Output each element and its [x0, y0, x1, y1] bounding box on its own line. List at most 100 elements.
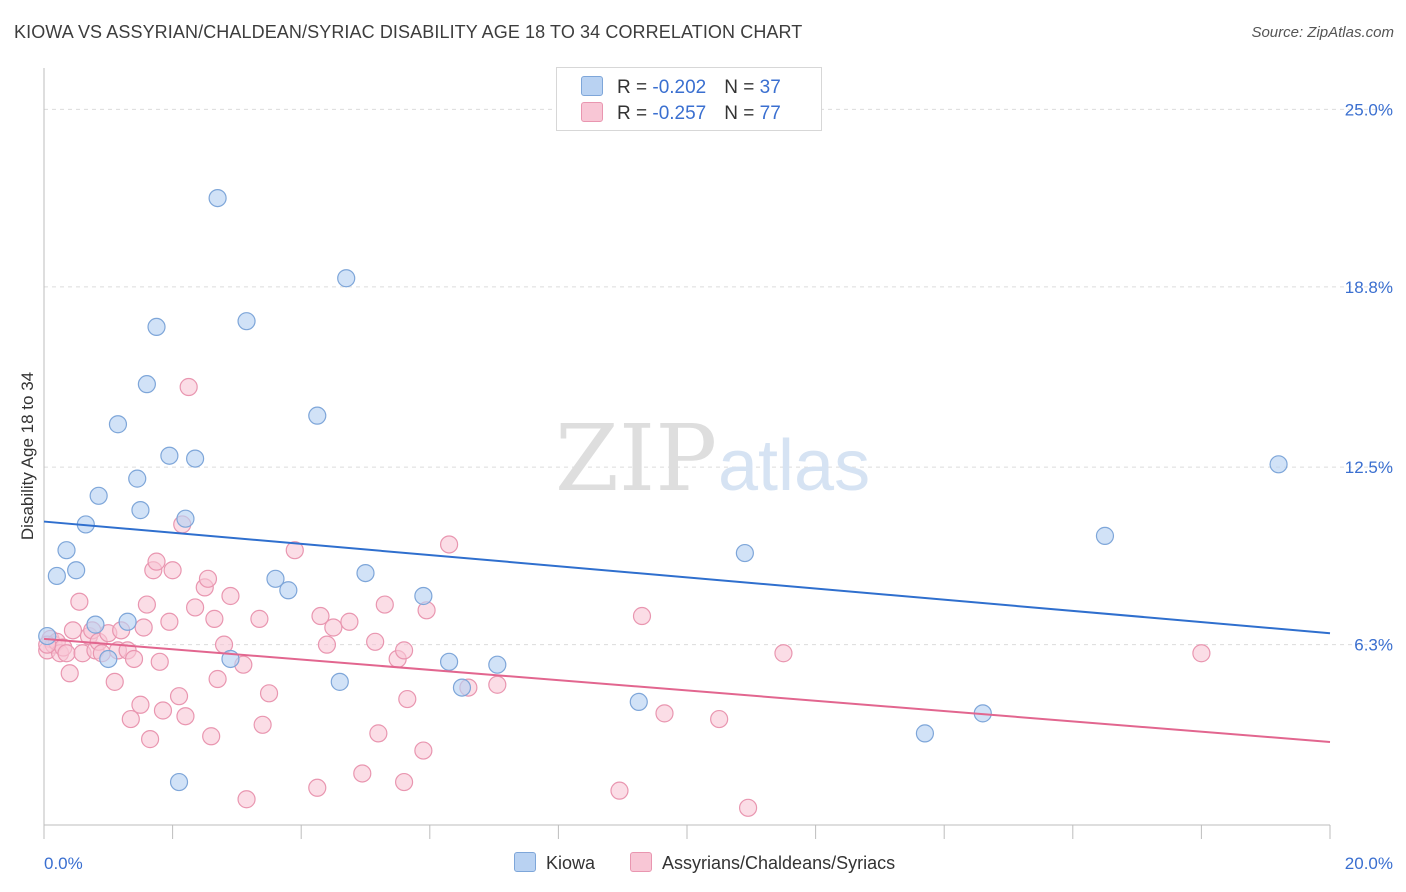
assyrians-point [369, 724, 388, 743]
assyrians-point [179, 377, 198, 397]
assyrians-point [375, 595, 394, 614]
kiowa-point [330, 672, 349, 691]
kiowa-point [279, 581, 298, 600]
kiowa-point [414, 586, 433, 606]
assyrians-point [198, 569, 218, 588]
assyrians-point [60, 664, 79, 683]
assyrians-point [150, 652, 169, 671]
kiowa-point [57, 541, 76, 560]
watermark: ZIP atlas [555, 405, 870, 512]
assyrians-swatch [581, 102, 603, 122]
kiowa-point [108, 415, 128, 434]
assyrians-point [1192, 644, 1211, 663]
kiowa-point [237, 312, 256, 331]
series-legend: Kiowa Assyrians/Chaldeans/Syriacs [0, 852, 1406, 876]
kiowa-point [1095, 526, 1115, 545]
chart-title: KIOWA VS ASSYRIAN/CHALDEAN/SYRIAC DISABI… [14, 22, 803, 42]
correlation-legend: R = -0.202 N = 37 R = -0.257 N = 77 [556, 67, 822, 131]
watermark-zip: ZIP [555, 405, 717, 512]
legend-row-assyrians: R = -0.257 N = 77 [581, 102, 781, 125]
assyrians-point [208, 669, 227, 689]
assyrians-point [202, 727, 221, 746]
watermark-atlas: atlas [718, 426, 870, 506]
assyrians-point [738, 798, 758, 817]
assyrians-legend-swatch [630, 852, 652, 872]
y-tick-label: 18.8% [1345, 278, 1393, 297]
kiowa-point [1269, 455, 1288, 474]
kiowa-point [99, 649, 118, 669]
assyrians-point [121, 709, 140, 729]
x-tick-labels: 0.0% 20.0% [44, 854, 1393, 873]
assyrians-point [237, 790, 256, 809]
kiowa-point [89, 486, 108, 505]
kiowa-trend-line [43, 520, 1331, 635]
kiowa-point [176, 509, 195, 528]
legend-row-kiowa: R = -0.202 N = 37 [581, 76, 781, 99]
kiowa-point [38, 626, 57, 646]
kiowa-point [147, 317, 166, 337]
assyrians-point [353, 764, 372, 783]
kiowa-point [735, 543, 754, 563]
n-label: N = [724, 103, 760, 124]
assyrians-point [366, 632, 385, 651]
n-label: N = [724, 77, 760, 98]
kiowa-point [308, 406, 327, 425]
kiowa-point [47, 566, 66, 586]
assyrians-point [285, 541, 304, 560]
assyrians-point [105, 672, 124, 691]
assyrians-point [394, 641, 414, 660]
assyrians-point [414, 741, 433, 760]
assyrians-point [221, 586, 240, 606]
kiowa-point [128, 469, 147, 488]
assyrians-point [774, 644, 793, 663]
x-tick-label-min: 0.0% [44, 854, 83, 873]
kiowa-legend-swatch [514, 852, 536, 872]
kiowa-legend-label: Kiowa [546, 853, 596, 873]
assyrians-point [710, 709, 729, 729]
assyrians-point [140, 730, 160, 749]
kiowa-point [67, 561, 86, 580]
kiowa-point [266, 569, 285, 588]
y-tick-label: 12.5% [1345, 458, 1393, 477]
assyrians-point [632, 606, 652, 626]
assyrians-point [398, 689, 417, 709]
kiowa-point [356, 563, 375, 583]
kiowa-point [208, 188, 227, 208]
assyrians-point [253, 715, 272, 734]
assyrians-point [186, 598, 205, 617]
source-label: Source: ZipAtlas.com [1251, 24, 1394, 41]
axes [43, 68, 1331, 839]
assyrians-point [134, 618, 153, 637]
assyrians-point [610, 781, 629, 800]
assyrians-trend-line [43, 637, 1331, 743]
r-value-kiowa: -0.202 [652, 77, 707, 98]
kiowa-point [337, 269, 356, 288]
kiowa-point [86, 615, 105, 634]
assyrians-point [131, 695, 150, 714]
assyrians-point [311, 606, 330, 626]
assyrians-point [163, 561, 182, 580]
kiowa-point [137, 375, 156, 394]
assyrians-point [176, 707, 195, 726]
trend-lines [43, 520, 1331, 743]
assyrians-point [317, 635, 337, 654]
assyrians-point [394, 772, 414, 792]
kiowa-point [131, 501, 150, 520]
assyrians-point [124, 649, 144, 669]
kiowa-point [169, 772, 189, 792]
kiowa-point [629, 692, 648, 712]
r-value-assyrians: -0.257 [652, 103, 707, 124]
legend-item-assyrians: Assyrians/Chaldeans/Syriacs [630, 852, 895, 874]
assyrians-point [70, 592, 89, 611]
kiowa-point [160, 446, 179, 465]
kiowa-point [439, 652, 459, 671]
assyrians-point [153, 701, 173, 720]
r-label: R = [617, 103, 653, 124]
assyrians-point [655, 704, 674, 723]
kiowa-point [452, 678, 472, 697]
assyrians-point [324, 618, 343, 637]
assyrians-point [250, 609, 269, 628]
assyrians-point [57, 644, 76, 663]
y-tick-labels: 6.3% 12.5% 18.8% 25.0% [1345, 100, 1393, 654]
